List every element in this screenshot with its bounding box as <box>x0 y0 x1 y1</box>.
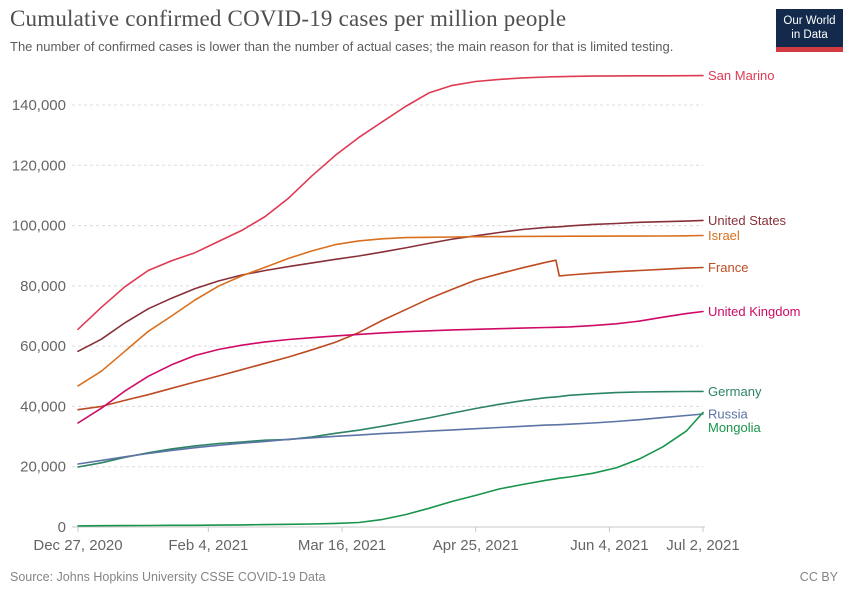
chart-footer: Source: Johns Hopkins University CSSE CO… <box>10 570 838 584</box>
y-axis-tick-label: 0 <box>58 519 66 536</box>
series-label-germany[interactable]: Germany <box>708 384 762 399</box>
series-label-israel[interactable]: Israel <box>708 228 740 243</box>
y-axis-tick-label: 140,000 <box>12 97 66 114</box>
series-line-united-kingdom[interactable] <box>77 310 704 424</box>
x-axis-tick-label: Apr 25, 2021 <box>433 537 519 554</box>
x-axis-tick-label: Jun 4, 2021 <box>570 537 648 554</box>
chart-header: Cumulative confirmed COVID-19 cases per … <box>10 6 770 54</box>
series-line-france[interactable] <box>77 259 704 411</box>
series-line-russia[interactable] <box>77 413 704 465</box>
chart-title: Cumulative confirmed COVID-19 cases per … <box>10 6 567 31</box>
series-label-russia[interactable]: Russia <box>708 406 749 421</box>
owid-logo-text-line1: Our World <box>783 15 836 27</box>
series-line-san-marino[interactable] <box>77 74 704 331</box>
series-line-germany[interactable] <box>77 390 704 468</box>
license-link[interactable]: CC BY <box>799 570 838 584</box>
x-axis-tick-label: Feb 4, 2021 <box>168 537 248 554</box>
y-axis-tick-label: 40,000 <box>20 398 66 415</box>
series-line-united-states[interactable] <box>77 219 704 353</box>
series-label-france[interactable]: France <box>708 260 748 275</box>
y-axis-tick-label: 100,000 <box>12 218 66 235</box>
series-label-united-kingdom[interactable]: United Kingdom <box>708 304 801 319</box>
chart-subtitle: The number of confirmed cases is lower t… <box>10 39 674 54</box>
y-axis-tick-label: 60,000 <box>20 338 66 355</box>
y-axis-tick-label: 120,000 <box>12 157 66 174</box>
series-line-mongolia[interactable] <box>77 411 704 527</box>
y-axis-tick-label: 20,000 <box>20 459 66 476</box>
owid-logo: Our World in Data <box>776 9 843 52</box>
x-axis-tick-label: Dec 27, 2020 <box>33 537 122 554</box>
series-label-san-marino[interactable]: San Marino <box>708 68 774 83</box>
x-axis-tick-label: Jul 2, 2021 <box>666 537 739 554</box>
series-line-israel[interactable] <box>77 234 704 387</box>
y-axis-tick-label: 80,000 <box>20 278 66 295</box>
series-label-mongolia[interactable]: Mongolia <box>708 420 762 435</box>
owid-logo-text-line2: in Data <box>791 28 828 41</box>
source-note: Source: Johns Hopkins University CSSE CO… <box>10 570 326 584</box>
series-label-united-states[interactable]: United States <box>708 213 787 228</box>
x-axis-tick-label: Mar 16, 2021 <box>298 537 386 554</box>
